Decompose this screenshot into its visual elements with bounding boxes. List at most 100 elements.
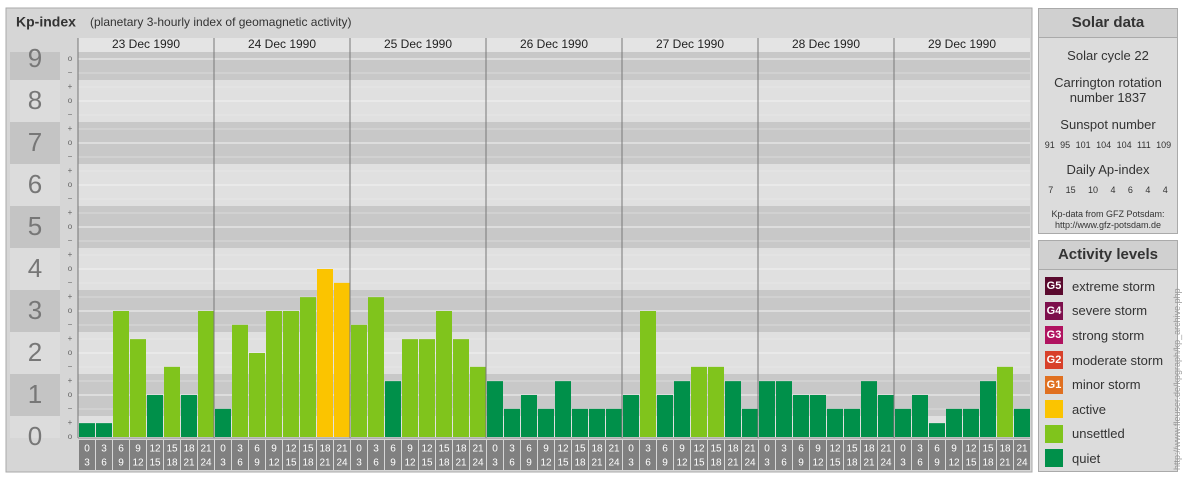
level-label: unsettled bbox=[1072, 426, 1125, 442]
ap-value: 7 bbox=[1048, 185, 1054, 195]
hour-start: 12 bbox=[829, 444, 841, 455]
ap-title: Daily Ap-index bbox=[1066, 162, 1150, 177]
hour-end: 21 bbox=[863, 458, 875, 469]
bar bbox=[419, 339, 435, 437]
bar bbox=[266, 311, 282, 437]
bar bbox=[317, 269, 333, 437]
levels-title: Activity levels bbox=[1039, 241, 1177, 270]
hour-cell bbox=[997, 440, 1013, 470]
bar bbox=[334, 282, 350, 437]
y-tick-label: 5 bbox=[28, 211, 42, 241]
hour-end: 6 bbox=[509, 458, 515, 469]
hour-start: 0 bbox=[900, 444, 906, 455]
minor-tick-label: − bbox=[68, 236, 73, 245]
date-label: 24 Dec 1990 bbox=[248, 37, 316, 51]
bar bbox=[283, 311, 299, 437]
bar bbox=[351, 324, 367, 437]
minor-tick-label: o bbox=[68, 390, 73, 399]
hour-cell bbox=[266, 440, 282, 470]
hour-end: 21 bbox=[183, 458, 195, 469]
bar bbox=[147, 395, 163, 437]
hour-end: 9 bbox=[662, 458, 668, 469]
bar bbox=[504, 408, 520, 437]
hour-start: 12 bbox=[557, 444, 569, 455]
y-tick-label: 0 bbox=[28, 421, 42, 451]
minor-tick-label: o bbox=[68, 348, 73, 357]
hour-start: 15 bbox=[982, 444, 994, 455]
hour-cell bbox=[198, 440, 214, 470]
bar bbox=[878, 395, 894, 437]
hour-cell bbox=[861, 440, 877, 470]
text: Carrington rotation bbox=[1054, 75, 1162, 90]
minor-tick-label: + bbox=[68, 292, 73, 301]
hour-end: 12 bbox=[132, 458, 144, 469]
hour-cell bbox=[708, 440, 724, 470]
hour-cell bbox=[691, 440, 707, 470]
bar bbox=[674, 381, 690, 437]
y-label-cell bbox=[10, 416, 60, 438]
hour-cell bbox=[334, 440, 350, 470]
bar bbox=[912, 395, 928, 437]
bar bbox=[980, 381, 996, 437]
sunspot-value: 104 bbox=[1096, 140, 1112, 150]
hour-end: 3 bbox=[628, 458, 634, 469]
hour-end: 12 bbox=[948, 458, 960, 469]
hour-start: 12 bbox=[421, 444, 433, 455]
hour-cell bbox=[79, 440, 95, 470]
minor-tick-label: − bbox=[68, 110, 73, 119]
bar bbox=[725, 381, 741, 437]
text: number 1837 bbox=[1069, 90, 1147, 105]
minor-tick-label: o bbox=[68, 264, 73, 273]
y-label-cell bbox=[10, 52, 60, 80]
hour-end: 18 bbox=[438, 458, 450, 469]
hour-end: 15 bbox=[829, 458, 841, 469]
hour-cell bbox=[878, 440, 894, 470]
y-label-cell bbox=[10, 122, 60, 164]
hour-start: 9 bbox=[543, 444, 549, 455]
hour-end: 12 bbox=[540, 458, 552, 469]
y-tick-label: 6 bbox=[28, 169, 42, 199]
hour-end: 18 bbox=[166, 458, 178, 469]
carrington: Carrington rotation number 1837 bbox=[1039, 75, 1177, 105]
hour-end: 15 bbox=[421, 458, 433, 469]
bar bbox=[606, 408, 622, 437]
bar bbox=[164, 366, 180, 437]
bar bbox=[776, 381, 792, 437]
solar-cycle: Solar cycle 22 bbox=[1067, 48, 1149, 63]
hour-start: 21 bbox=[1016, 444, 1028, 455]
bar bbox=[640, 311, 656, 437]
hour-end: 6 bbox=[917, 458, 923, 469]
bar bbox=[232, 324, 248, 437]
hour-cell bbox=[419, 440, 435, 470]
y-tick-label: 7 bbox=[28, 127, 42, 157]
level-label: strong storm bbox=[1072, 327, 1145, 343]
ap-value: 4 bbox=[1110, 185, 1116, 195]
bar bbox=[402, 339, 418, 437]
hour-start: 0 bbox=[220, 444, 226, 455]
minor-tick-label: o bbox=[68, 54, 73, 63]
bar bbox=[436, 311, 452, 437]
hour-start: 0 bbox=[628, 444, 634, 455]
level-label: extreme storm bbox=[1072, 278, 1156, 294]
levels-panel: Activity levels G5 extreme storm G4 severe … bbox=[1038, 240, 1178, 472]
hour-cell bbox=[96, 440, 112, 470]
hour-start: 18 bbox=[455, 444, 467, 455]
hour-start: 12 bbox=[965, 444, 977, 455]
hour-start: 6 bbox=[254, 444, 260, 455]
source: Kp-data from GFZ Potsdam: http://www.gfz-… bbox=[1039, 209, 1177, 231]
hour-start: 9 bbox=[951, 444, 957, 455]
bar bbox=[963, 408, 979, 437]
level-swatch bbox=[1045, 449, 1063, 468]
hour-end: 12 bbox=[268, 458, 280, 469]
hour-start: 0 bbox=[764, 444, 770, 455]
hour-start: 3 bbox=[781, 444, 787, 455]
ap-value: 10 bbox=[1088, 185, 1099, 195]
bar bbox=[623, 395, 639, 437]
minor-tick-label: − bbox=[68, 404, 73, 413]
minor-tick-label: o bbox=[68, 96, 73, 105]
hour-start: 6 bbox=[118, 444, 124, 455]
level-label: active bbox=[1072, 401, 1106, 417]
bar bbox=[368, 297, 384, 437]
minor-tick-label: − bbox=[68, 194, 73, 203]
hour-start: 21 bbox=[336, 444, 348, 455]
